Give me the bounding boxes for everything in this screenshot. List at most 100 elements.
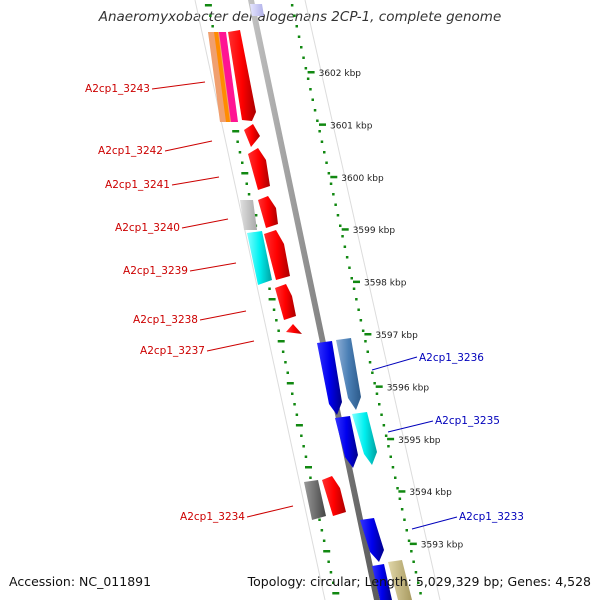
gc-tick [247, 193, 251, 196]
gc-tick [387, 445, 390, 448]
gene-feature [372, 564, 392, 600]
gc-tick [290, 4, 294, 7]
gc-tick [348, 266, 351, 269]
gc-tick [364, 340, 367, 343]
gc-tick [304, 455, 308, 458]
gene-labels: A2cp1_3243 A2cp1_3242 A2cp1_3241 A2cp1_3… [85, 83, 524, 523]
gene-label[interactable]: A2cp1_3235 [435, 415, 500, 427]
gene-label[interactable]: A2cp1_3239 [123, 265, 188, 277]
scale-tick [409, 542, 417, 546]
gc-tick [368, 361, 372, 364]
gene-feature [352, 412, 377, 465]
gc-tick [300, 434, 303, 437]
gene-label[interactable]: A2cp1_3242 [98, 145, 163, 157]
gene-feature [248, 148, 270, 190]
scale-label: 3597 kbp [375, 331, 418, 341]
reverse-strand-genes [250, 4, 412, 600]
scale-tick [387, 437, 395, 441]
gc-tick [322, 539, 326, 542]
gc-tick [268, 298, 276, 301]
gene-feature [304, 480, 326, 520]
gc-tick [306, 77, 310, 80]
gc-tick [272, 308, 276, 311]
gene-feature [336, 338, 361, 410]
gene-label[interactable]: A2cp1_3238 [133, 314, 198, 326]
scale-tick [341, 228, 349, 231]
gc-tick [405, 529, 408, 532]
gc-tick [318, 130, 321, 133]
gc-tick [382, 424, 386, 427]
gene-feature [244, 124, 260, 147]
gc-tick [236, 140, 239, 143]
gc-tick [293, 403, 296, 406]
gene-label[interactable]: A2cp1_3233 [459, 511, 524, 523]
scale-label: 3601 kbp [330, 121, 373, 131]
gc-tick [300, 46, 303, 49]
gene-label[interactable]: A2cp1_3243 [85, 83, 150, 95]
gc-tick [241, 172, 249, 175]
gc-tick [304, 67, 308, 70]
gc-tick [352, 287, 356, 290]
gene-feature-top [250, 4, 264, 16]
scale-tick [398, 490, 406, 493]
gc-tick [336, 214, 340, 217]
gc-tick [384, 434, 388, 437]
scale-tick [330, 175, 338, 179]
gc-tick [410, 550, 413, 553]
gene-leader-lines [151, 81, 458, 530]
gene-feature [240, 200, 257, 230]
gc-tick [329, 182, 333, 185]
gc-tick [396, 487, 399, 490]
gc-tick [327, 172, 331, 175]
gc-tick [334, 203, 337, 206]
accession-text: Accession: NC_011891 [9, 574, 152, 589]
gc-tick [291, 392, 294, 395]
gc-tick [302, 445, 305, 448]
gc-tick [361, 329, 365, 332]
gc-tick [293, 14, 296, 17]
gc-tick [232, 130, 240, 133]
gene-feature [258, 196, 278, 228]
gene-label[interactable]: A2cp1_3240 [115, 222, 180, 234]
gene-label[interactable]: A2cp1_3236 [419, 352, 484, 364]
gc-tick [286, 371, 289, 374]
scale-label: 3599 kbp [353, 226, 396, 236]
gc-tick [323, 550, 331, 553]
gc-tick [277, 340, 285, 343]
gc-tick [295, 424, 303, 427]
gene-feature [360, 518, 384, 562]
gc-tick [316, 119, 319, 122]
gc-tick [309, 476, 312, 479]
gc-tick [241, 161, 244, 164]
gene-feature [286, 324, 302, 334]
gc-tick [332, 592, 340, 595]
gene-feature [228, 30, 256, 121]
gc-tick [211, 25, 214, 28]
gc-tick [341, 235, 344, 238]
gc-tick [329, 571, 333, 574]
gc-tick [305, 466, 312, 469]
gene-feature [317, 341, 342, 415]
gene-feature [214, 32, 230, 122]
gc-tick [209, 14, 212, 17]
gc-tick [359, 319, 363, 322]
gc-tick [350, 277, 353, 280]
gc-tick [309, 88, 312, 91]
gc-tick [277, 329, 280, 332]
gc-tick [398, 497, 402, 500]
scale-tick [375, 385, 383, 388]
scale-label: 3595 kbp [398, 436, 441, 446]
scale-label: 3594 kbp [409, 488, 452, 498]
gene-label[interactable]: A2cp1_3234 [180, 511, 245, 523]
gc-tick [380, 413, 383, 416]
gc-tick [355, 298, 358, 301]
gene-feature [219, 32, 238, 122]
track-outline [194, 0, 441, 600]
gene-label[interactable]: A2cp1_3241 [105, 179, 170, 191]
gc-tick [311, 98, 314, 101]
gene-feature [264, 230, 290, 280]
gc-tick [366, 350, 369, 353]
gene-label[interactable]: A2cp1_3237 [140, 345, 205, 357]
gc-tick [373, 382, 376, 385]
gc-tick [378, 403, 381, 406]
